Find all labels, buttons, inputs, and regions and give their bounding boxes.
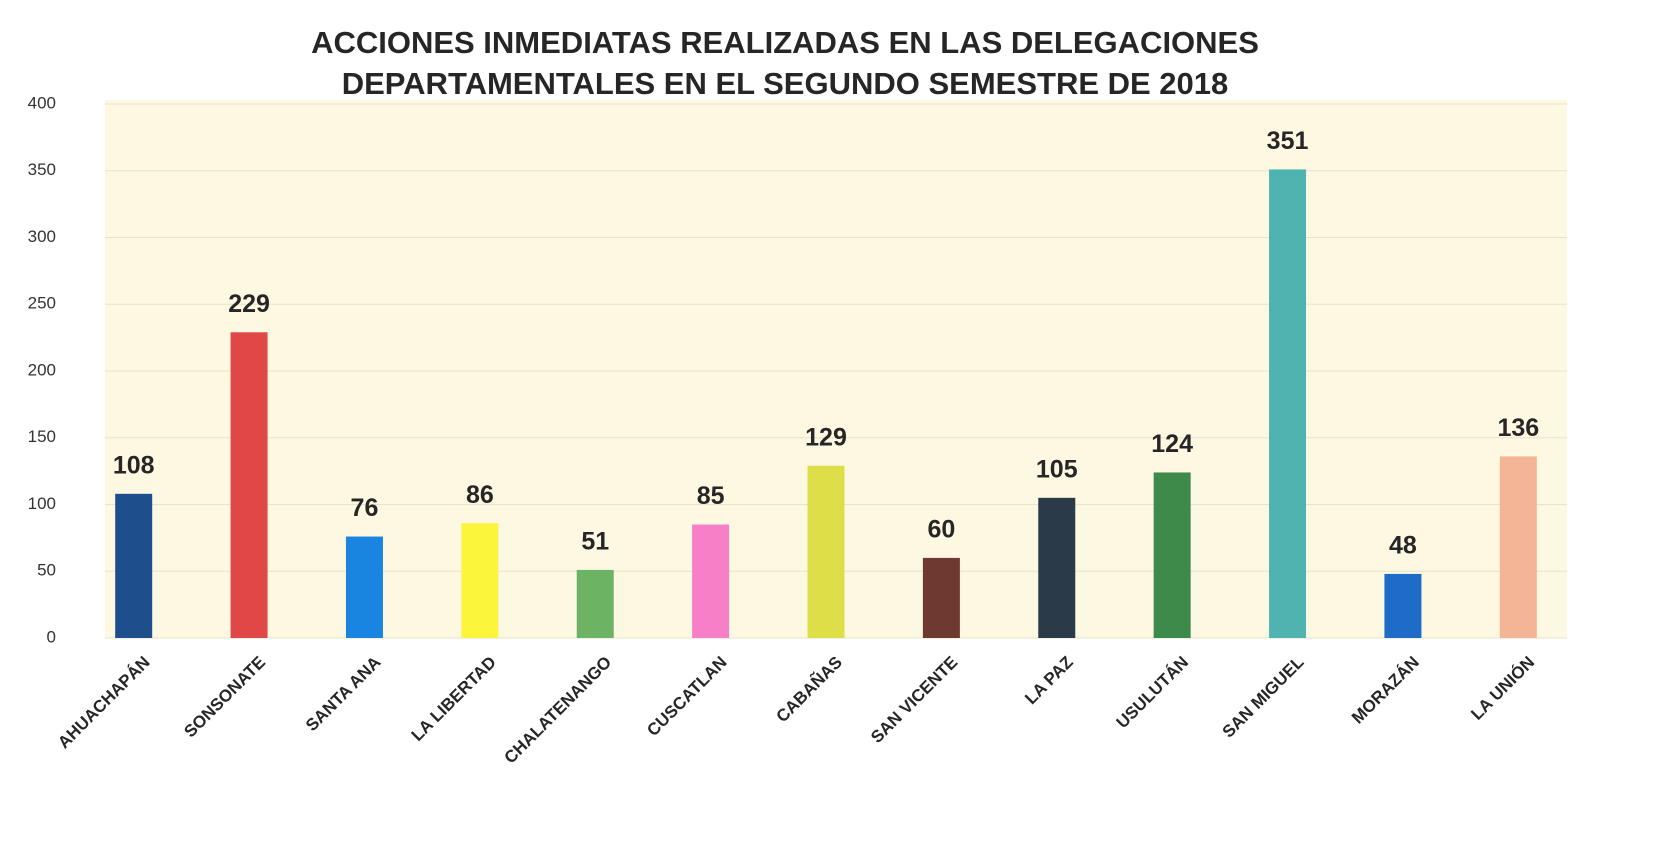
- bar: [345, 536, 383, 638]
- y-tick-label: 200: [28, 360, 56, 379]
- x-tick-label: CABAÑAS: [772, 652, 846, 726]
- data-label: 351: [1267, 127, 1309, 155]
- chart-title: ACCIONES INMEDIATAS REALIZADAS EN LAS DE…: [311, 25, 1259, 60]
- x-tick-label: MORAZÁN: [1348, 653, 1423, 728]
- y-tick-label: 250: [28, 294, 56, 313]
- data-label: 124: [1151, 430, 1193, 458]
- x-tick-label: LA PAZ: [1021, 653, 1077, 709]
- chart-title: DEPARTAMENTALES EN EL SEGUNDO SEMESTRE D…: [342, 66, 1229, 101]
- x-tick-label: CUSCATLAN: [643, 653, 730, 740]
- y-tick-label: 0: [47, 627, 56, 646]
- bar: [1038, 497, 1076, 638]
- data-label: 136: [1497, 414, 1539, 442]
- x-tick-label: CHALATENANGO: [501, 653, 616, 768]
- data-label: 129: [805, 423, 847, 451]
- data-label: 108: [113, 451, 155, 479]
- y-tick-label: 100: [28, 494, 56, 513]
- y-tick-label: 400: [28, 93, 56, 112]
- x-tick-label: SAN MIGUEL: [1219, 653, 1308, 742]
- y-tick-label: 300: [28, 227, 56, 246]
- x-tick-label: SAN VICENTE: [867, 653, 961, 747]
- x-tick-label: LA LIBERTAD: [408, 653, 500, 745]
- x-tick-label: SONSONATE: [180, 653, 269, 742]
- data-label: 60: [927, 516, 955, 544]
- data-label: 51: [581, 528, 609, 556]
- bar: [922, 557, 960, 638]
- bar: [576, 569, 614, 638]
- data-label: 105: [1036, 455, 1078, 483]
- bar: [1499, 456, 1537, 638]
- bar: [461, 523, 499, 638]
- data-label: 48: [1389, 532, 1417, 560]
- bar: [692, 524, 730, 638]
- data-label: 76: [351, 494, 379, 522]
- data-label: 86: [466, 481, 494, 509]
- bar: [1384, 573, 1422, 638]
- bar: [115, 493, 153, 638]
- x-tick-label: USULUTÁN: [1113, 653, 1193, 733]
- bar: [230, 332, 268, 638]
- y-tick-label: 150: [28, 427, 56, 446]
- x-tick-label: SANTA ANA: [302, 653, 384, 735]
- bar: [1269, 169, 1307, 639]
- data-label: 229: [228, 290, 270, 318]
- y-tick-label: 350: [28, 160, 56, 179]
- bar: [1153, 472, 1191, 638]
- x-tick-label: LA UNIÓN: [1467, 653, 1538, 724]
- y-tick-label: 50: [37, 561, 56, 580]
- data-label: 85: [697, 482, 725, 510]
- bar: [807, 465, 845, 638]
- x-tick-label: AHUACHAPÁN: [54, 653, 154, 753]
